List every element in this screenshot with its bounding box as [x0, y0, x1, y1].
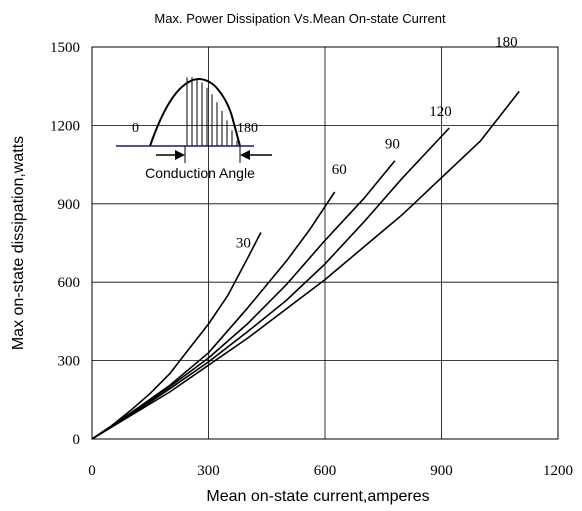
y-tick-label: 900: [58, 197, 81, 213]
inset-hatch-lines: [186, 77, 238, 146]
plot-frame: [91, 46, 559, 440]
inset-caption: Conduction Angle: [145, 165, 255, 181]
chart-title: Max. Power Dissipation Vs.Mean On-state …: [154, 11, 446, 26]
inset-left-arrowhead: [175, 150, 185, 160]
x-tick-label: 900: [430, 463, 453, 479]
x-tick-label: 600: [314, 463, 337, 479]
series-lines: [91, 90, 520, 440]
series-line-120: [91, 127, 450, 440]
series-label-180: 180: [495, 34, 517, 50]
series-label-30: 30: [236, 236, 251, 252]
x-tick-label: 300: [197, 463, 220, 479]
y-tick-label: 1200: [50, 118, 80, 134]
x-axis-label: Mean on-state current,amperes: [206, 488, 429, 505]
inset-right-arrowhead: [240, 150, 250, 160]
y-tick-label: 600: [58, 275, 81, 291]
grid-lines: [92, 47, 558, 439]
x-tick-label: 1200: [543, 463, 573, 479]
inset-label-start: 0: [132, 121, 139, 136]
y-tick-labels: 0 300 600 900 1200 1500: [50, 40, 80, 448]
inset-label-end: 180: [237, 121, 258, 136]
x-tick-labels: 0 300 600 900 1200: [88, 463, 573, 479]
y-axis-label: Max on-state dissipation,watts: [10, 136, 27, 350]
inset-sine-half-wave: [149, 78, 241, 147]
series-label-60: 60: [332, 162, 347, 178]
y-tick-label: 1500: [50, 40, 80, 56]
series-label-120: 120: [429, 104, 452, 120]
conduction-angle-inset: 0 180 Conduction Angle: [116, 77, 272, 181]
x-tick-label: 0: [88, 463, 96, 479]
series-labels: 30 60 90 120 180: [236, 34, 518, 251]
series-line-60: [91, 191, 336, 440]
y-tick-label: 300: [58, 354, 81, 370]
series-label-90: 90: [385, 137, 400, 153]
series-line-90: [91, 160, 396, 440]
series-line-30: [91, 232, 262, 440]
series-line-180: [91, 90, 520, 440]
y-tick-label: 0: [73, 432, 81, 448]
